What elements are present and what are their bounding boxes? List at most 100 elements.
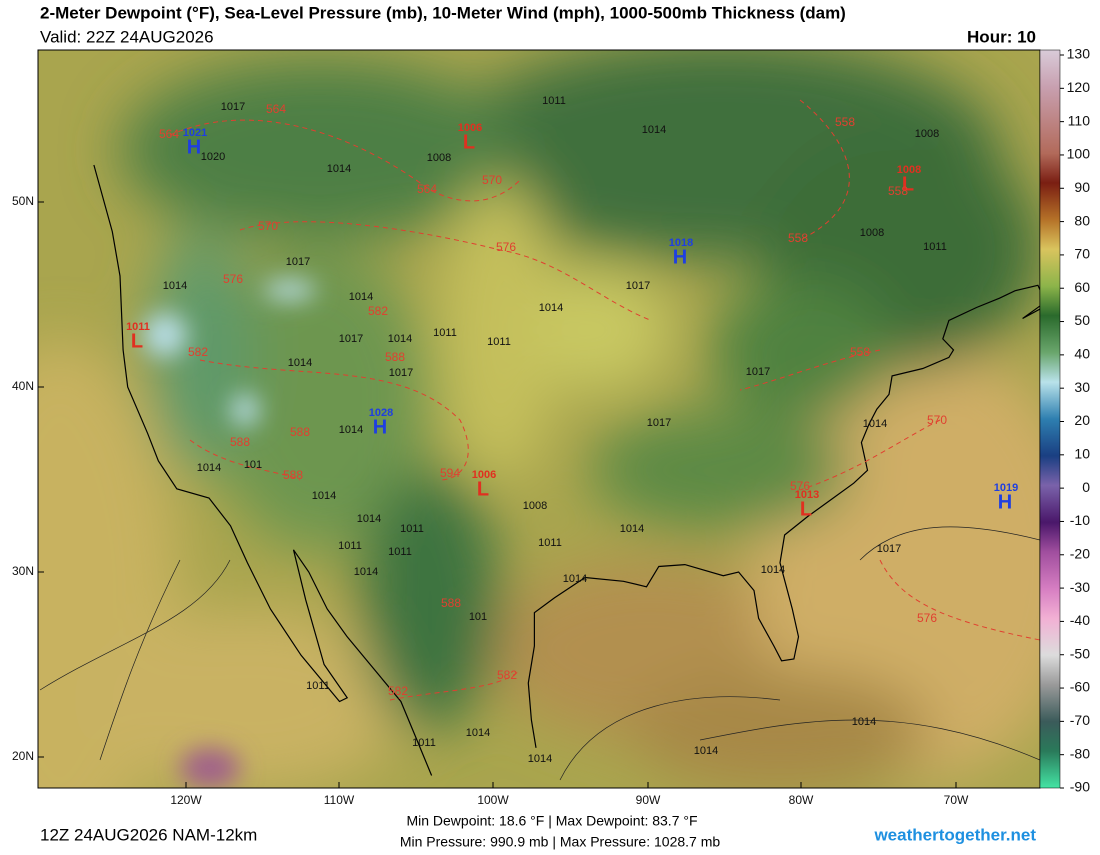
site-credit[interactable]: weathertogether.net [873,825,1036,844]
colorbar-label: 90 [1074,179,1090,195]
thickness-label: 576 [496,240,516,254]
thickness-label: 576 [790,479,810,493]
pressure-center-letter: L [800,498,812,520]
isobar-label: 1011 [487,336,511,348]
isobar-label: 1014 [197,462,221,474]
colorbar-label: 100 [1067,146,1091,162]
thickness-label: 558 [788,231,808,245]
pressure-center-value: 1011 [126,321,150,333]
thickness-label: 576 [917,611,937,625]
isobar-label: 101 [469,611,487,623]
colorbar-label: 50 [1074,312,1090,328]
title: 2-Meter Dewpoint (°F), Sea-Level Pressur… [40,3,846,22]
dewpoint-field [38,50,1040,788]
colorbar-label: -40 [1070,612,1090,628]
latitude-label: 30N [12,564,34,578]
pressure-center-value: 1018 [669,237,693,249]
isobar-label: 1014 [349,291,373,303]
colorbar-label: 30 [1074,379,1090,395]
isobar-label: 1014 [354,566,378,578]
isobar-label: 1011 [923,241,947,253]
colorbar-label: -80 [1070,745,1090,761]
isobar-label: 1014 [620,523,644,535]
thickness-label: 582 [388,684,408,698]
isobar-label: 1014 [288,357,312,369]
pressure-center-value: 1013 [795,489,819,501]
isobar-label: 1017 [626,280,650,292]
thickness-label: 570 [927,413,947,427]
thickness-label: 588 [230,435,250,449]
isobar-label: 1008 [427,152,451,164]
thickness-label: 588 [290,425,310,439]
longitude-label: 110W [324,793,355,807]
pressure-center-value: 1021 [183,127,207,139]
longitude-label: 120W [170,793,202,807]
thickness-label: 588 [283,468,303,482]
colorbar-label: 70 [1074,246,1090,262]
longitude-label: 90W [636,793,661,807]
pressure-center-letter: L [131,330,143,352]
colorbar-label: 0 [1082,479,1090,495]
colorbar-label: -10 [1070,512,1090,528]
forecast-hour: Hour: 10 [967,27,1036,46]
thickness-label: 558 [850,345,870,359]
pressure-center-letter: H [187,136,201,158]
isobar-label: 1014 [528,753,552,765]
thickness-label: 570 [258,219,278,233]
isobar-label: 1017 [389,367,413,379]
pressure-center-value: 1008 [897,164,921,176]
isobar-label: 1011 [400,523,424,535]
thickness-label: 576 [223,272,243,286]
isobar-label: 1011 [433,327,457,339]
pressure-center-letter: L [902,173,914,195]
isobar-label: 1011 [412,737,436,749]
thickness-label: 582 [368,304,388,318]
thickness-label: 564 [417,182,437,196]
pressure-center-letter: H [373,416,387,438]
thickness-label: 582 [497,668,517,682]
colorbar-label: 40 [1074,346,1090,362]
colorbar-label: -30 [1070,579,1090,595]
isobar-label: 1011 [306,680,330,692]
pressure-center-letter: H [998,491,1012,513]
pressure-center-value: 1028 [369,407,393,419]
thickness-label: 594 [440,466,460,480]
pressure-center-value: 1006 [458,122,482,134]
longitude-label: 80W [789,793,814,807]
colorbar-label: -60 [1070,679,1090,695]
colorbar-label: 10 [1074,446,1090,462]
isobar-label: 1014 [327,163,351,175]
isobar-label: 1014 [863,418,887,430]
thickness-label: 588 [441,596,461,610]
colorbar-label: 20 [1074,412,1090,428]
isobar-label: 1017 [877,543,901,555]
isobar-label: 1020 [201,151,225,163]
pressure-range: Min Pressure: 990.9 mb | Max Pressure: 1… [400,834,721,850]
isobar-label: 1017 [286,256,310,268]
isobar-label: 101 [244,459,262,471]
dewpoint-range: Min Dewpoint: 18.6 °F | Max Dewpoint: 83… [406,813,697,829]
isobar-label: 1017 [746,366,770,378]
colorbar-label: -20 [1070,545,1090,561]
isobar-label: 1014 [852,716,876,728]
thickness-label: 564 [159,127,179,141]
colorbar-label: 80 [1074,212,1090,228]
isobar-label: 1014 [694,745,718,757]
isobar-label: 1014 [357,513,381,525]
isobar-label: 1008 [915,128,939,140]
isobar-label: 1014 [312,490,336,502]
dewpoint-detail [143,280,316,788]
isobar-label: 1014 [388,333,412,345]
colorbar [1039,49,1061,789]
isobar-label: 1011 [542,95,566,107]
thickness-label: 570 [482,173,502,187]
latitude-label: 50N [12,194,34,208]
isobar-label: 1011 [388,546,412,558]
isobar-label: 1014 [163,280,187,292]
colorbar-label: 120 [1067,79,1091,95]
thickness-lines [169,99,1040,701]
valid-time: Valid: 22Z 24AUG2026 [40,27,214,46]
latitude-label: 20N [12,749,34,763]
